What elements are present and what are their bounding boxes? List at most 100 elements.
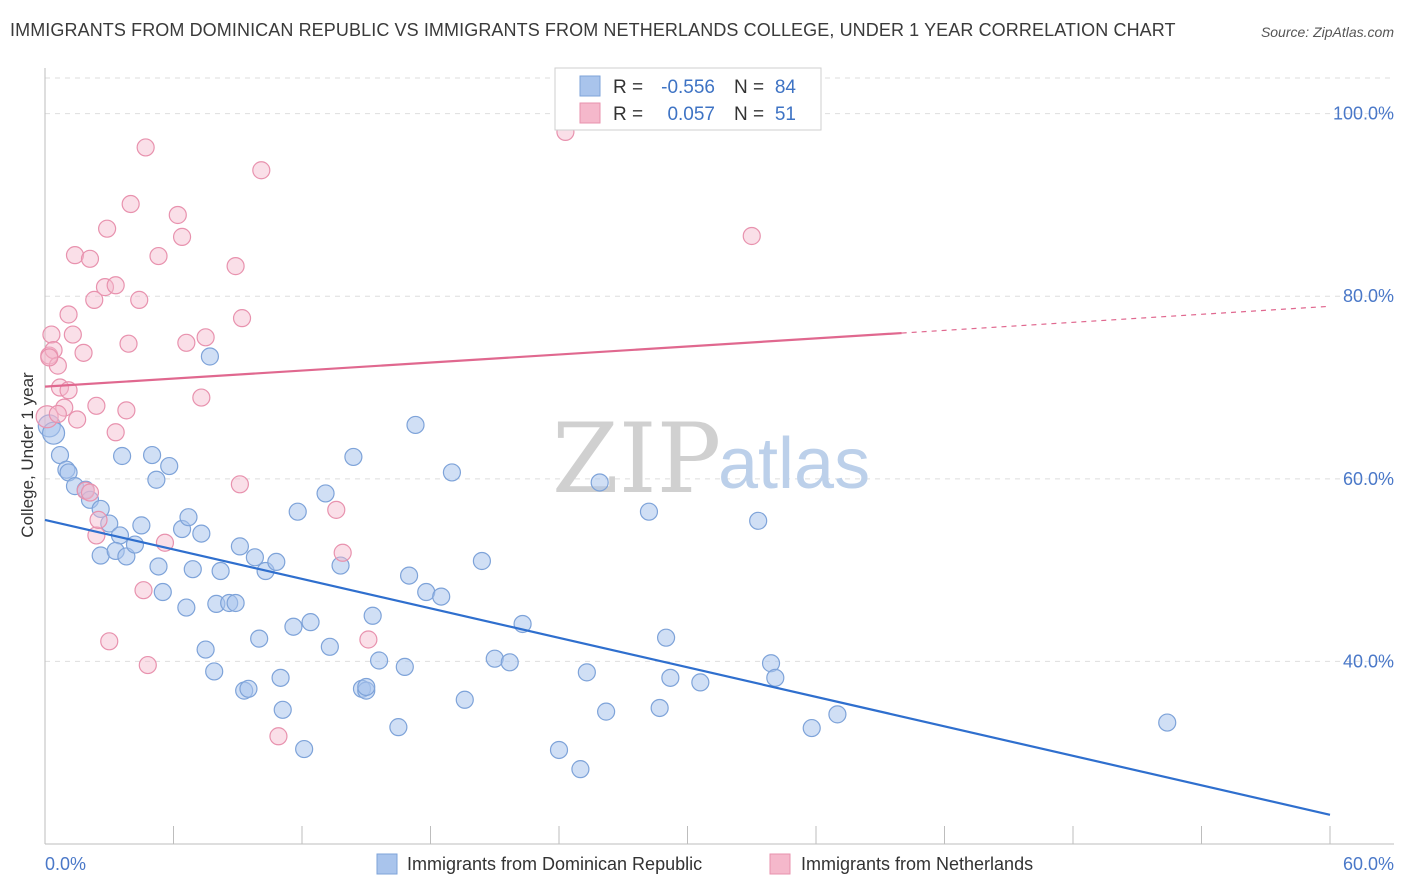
legend-label-netherlands: Immigrants from Netherlands	[801, 854, 1033, 874]
stats-r-value-2: 0.057	[667, 104, 715, 125]
point-netherlands-22	[100, 632, 119, 651]
point-netherlands-8	[59, 305, 78, 324]
point-dominican-republic-21	[153, 582, 172, 602]
point-netherlands-45	[333, 543, 352, 562]
point-dominican-republic-74	[656, 628, 676, 647]
point-dominican-republic-79	[766, 668, 785, 687]
grid-lines	[45, 77, 1394, 662]
point-dominican-republic-77	[749, 511, 768, 530]
point-netherlands-36	[177, 333, 196, 352]
point-netherlands-25	[117, 401, 136, 420]
point-dominican-republic-14	[112, 446, 132, 466]
y-axis-tick-labels: 40.0% 60.0% 80.0% 100.0%	[1333, 104, 1394, 672]
point-dominican-republic-50	[344, 447, 363, 467]
point-netherlands-15	[80, 249, 100, 268]
point-dominican-republic-58	[406, 415, 425, 435]
point-netherlands-19	[89, 510, 108, 530]
point-dominican-republic-70	[590, 473, 609, 492]
point-dominican-republic-46	[301, 613, 320, 632]
point-netherlands-40	[230, 475, 249, 494]
trendline-dominican-republic	[44, 518, 1331, 816]
legend-swatch-dominican-republic	[376, 853, 398, 875]
stats-n-value-1: 84	[775, 77, 797, 98]
point-dominican-republic-24	[177, 598, 196, 617]
x-tick-label-max: 60.0%	[1343, 854, 1394, 874]
point-dominican-republic-60	[432, 587, 451, 606]
x-axis-ticks	[44, 826, 1331, 844]
x-tick-label-min: 0.0%	[45, 854, 86, 874]
stats-r-label-2: R =	[613, 104, 643, 125]
point-netherlands-34	[168, 205, 187, 225]
stats-swatch-pink	[579, 102, 601, 124]
point-netherlands-14	[80, 483, 100, 502]
point-dominican-republic-57	[399, 566, 419, 585]
point-dominican-republic-81	[828, 705, 847, 724]
point-dominican-republic-38	[250, 629, 269, 648]
point-netherlands-16	[85, 290, 104, 309]
point-netherlands-37	[192, 388, 211, 407]
stats-box: R = -0.556 N = 84 R = 0.057 N = 51	[554, 67, 822, 131]
point-netherlands-21	[98, 219, 117, 238]
point-netherlands-30	[136, 138, 155, 157]
legend-label-dominican-republic: Immigrants from Dominican Republic	[407, 854, 702, 874]
point-dominican-republic-17	[142, 445, 162, 465]
stats-r-label-1: R =	[613, 77, 643, 98]
point-dominican-republic-71	[597, 702, 616, 721]
point-dominican-republic-68	[571, 760, 590, 779]
point-dominican-republic-80	[802, 718, 821, 738]
point-netherlands-12	[74, 343, 93, 362]
point-netherlands-0	[35, 405, 59, 429]
watermark-atlas: atlas	[718, 424, 870, 504]
y-tick-label-1: 60.0%	[1343, 469, 1394, 489]
point-dominican-republic-36	[239, 679, 258, 698]
point-dominican-republic-20	[149, 557, 168, 576]
point-netherlands-24	[106, 423, 125, 442]
point-netherlands-11	[65, 246, 85, 265]
point-netherlands-48	[742, 226, 761, 246]
point-dominican-republic-82	[1158, 713, 1177, 732]
point-dominican-republic-43	[284, 617, 303, 636]
point-dominican-republic-15	[132, 516, 151, 535]
point-dominican-republic-8	[91, 499, 110, 519]
y-tick-label-3: 100.0%	[1333, 104, 1394, 124]
trend-lines	[44, 305, 1331, 816]
point-netherlands-31	[138, 655, 157, 675]
point-dominican-republic-11	[91, 546, 110, 565]
point-netherlands-26	[119, 334, 138, 353]
point-dominican-republic-64	[485, 649, 504, 668]
point-netherlands-9	[63, 325, 82, 344]
legend-swatch-netherlands	[769, 853, 791, 875]
point-netherlands-27	[121, 194, 140, 214]
point-netherlands-2	[42, 325, 61, 344]
point-dominican-republic-47	[316, 484, 335, 503]
point-netherlands-32	[149, 246, 168, 266]
trendline-netherlands-extension	[901, 305, 1331, 334]
point-netherlands-42	[252, 161, 271, 180]
point-netherlands-28	[130, 290, 149, 309]
point-netherlands-41	[232, 309, 252, 328]
point-dominican-republic-27	[196, 640, 215, 659]
point-dominican-republic-40	[267, 552, 286, 572]
stats-r-value-1: -0.556	[661, 77, 715, 98]
point-netherlands-38	[196, 328, 215, 347]
point-dominican-republic-65	[500, 653, 519, 672]
point-dominican-republic-23	[179, 508, 198, 527]
stats-swatch-blue	[579, 75, 601, 97]
point-dominican-republic-37	[245, 548, 264, 567]
point-dominican-republic-56	[395, 657, 414, 676]
y-axis-label: College, Under 1 year	[18, 372, 37, 538]
point-dominican-republic-45	[295, 739, 314, 759]
point-dominican-republic-44	[288, 502, 307, 521]
point-dominican-republic-83	[357, 677, 376, 697]
point-dominican-republic-26	[192, 524, 211, 543]
trendline-netherlands	[44, 331, 902, 388]
point-netherlands-23	[106, 276, 125, 295]
point-netherlands-44	[327, 500, 346, 519]
stats-n-label-2: N =	[734, 104, 764, 125]
stats-n-label-1: N =	[734, 77, 764, 98]
point-netherlands-49	[40, 348, 59, 367]
point-dominican-republic-69	[577, 663, 596, 682]
point-netherlands-17	[87, 396, 106, 415]
point-dominican-republic-55	[389, 718, 408, 737]
point-dominican-republic-31	[211, 561, 230, 581]
